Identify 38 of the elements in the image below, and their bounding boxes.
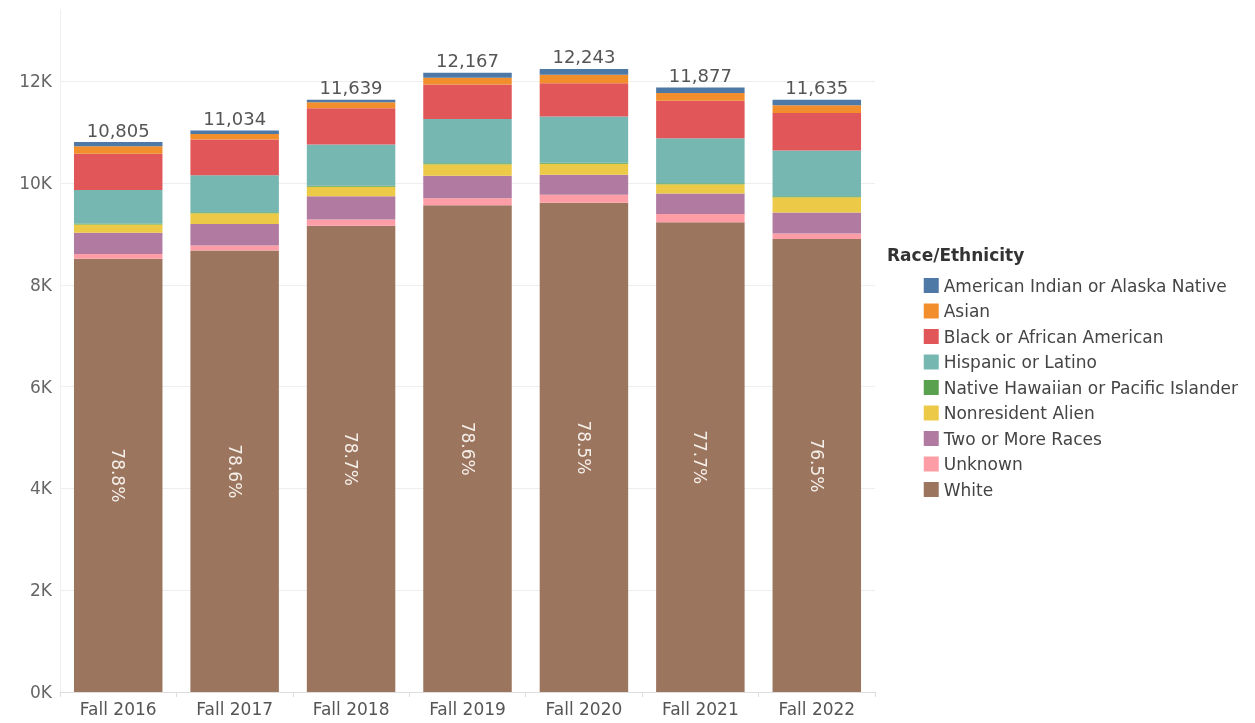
legend-label: Two or More Races xyxy=(942,428,1103,449)
total-label: 11,639 xyxy=(319,77,383,99)
legend-title: Race/Ethnicity xyxy=(887,244,1025,265)
legend-label: Nonresident Alien xyxy=(943,403,1095,423)
legend-label: Black or African American xyxy=(943,326,1164,347)
annotation: 78.5% xyxy=(573,420,594,475)
total-label: 12,243 xyxy=(552,46,616,68)
legend-label: Native Hawaiian or Pacific Islander xyxy=(943,377,1239,398)
total-label: 11,635 xyxy=(785,77,849,99)
annotation: 78.8% xyxy=(108,448,129,503)
y-tick-label: 4K xyxy=(30,478,53,499)
y-tick-label: 0K xyxy=(30,682,53,702)
total-label: 11,877 xyxy=(668,65,732,87)
total-label: 12,167 xyxy=(436,50,499,72)
y-tick-label: 6K xyxy=(30,376,53,397)
y-tick-label: 8K xyxy=(30,274,53,295)
x-tick-label: Fall 2022 xyxy=(778,698,856,719)
annotation: 77.7% xyxy=(690,430,711,485)
x-tick-label: Fall 2019 xyxy=(429,698,506,719)
y-tick-label: 12K xyxy=(19,71,53,92)
annotation: 78.6% xyxy=(224,444,245,499)
legend-label: Unknown xyxy=(943,454,1023,474)
annotation: 78.6% xyxy=(457,421,478,476)
x-tick-label: Fall 2021 xyxy=(661,698,739,719)
x-tick-label: Fall 2020 xyxy=(545,698,623,719)
total-label: 10,805 xyxy=(86,119,150,141)
total-label: 11,034 xyxy=(203,107,267,129)
y-tick-label: 10K xyxy=(19,173,53,194)
annotation: 76.5% xyxy=(806,438,827,493)
y-tick-label: 2K xyxy=(30,580,53,601)
annotation: 78.7% xyxy=(341,431,362,486)
x-tick-label: Fall 2018 xyxy=(312,698,390,719)
x-tick-label: Fall 2016 xyxy=(79,698,157,719)
legend-label: Asian xyxy=(943,301,991,321)
x-tick-label: Fall 2017 xyxy=(196,698,274,719)
legend-label: Hispanic or Latino xyxy=(943,352,1097,372)
legend-label: American Indian or Alaska Native xyxy=(943,275,1227,296)
legend-label: White xyxy=(943,479,994,500)
